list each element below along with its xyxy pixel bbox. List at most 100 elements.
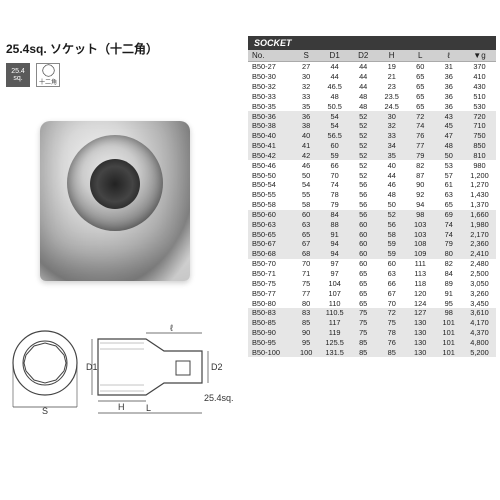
col-header: H (377, 50, 406, 62)
table-cell: 59 (377, 249, 406, 259)
table-cell: 31 (434, 62, 463, 72)
table-cell: 35 (292, 101, 321, 111)
table-cell: 34 (377, 141, 406, 151)
table-cell: 61 (434, 180, 463, 190)
table-cell: 48 (320, 92, 349, 102)
table-cell: 130 (406, 338, 435, 348)
table-cell: 70 (292, 259, 321, 269)
table-row: B50-323246.544236536430 (248, 82, 496, 92)
table-cell: 2,170 (463, 229, 496, 239)
table-cell: 75 (377, 318, 406, 328)
table-cell: 3,260 (463, 288, 496, 298)
table-cell: 65 (349, 279, 378, 289)
table-cell: 111 (406, 259, 435, 269)
table-row: B50-3333484823.56536510 (248, 92, 496, 102)
table-cell: 83 (292, 308, 321, 318)
table-cell: 850 (463, 141, 496, 151)
title-row: 25.4sq. ソケット（十二角） (0, 40, 245, 57)
col-header: No. (248, 50, 292, 62)
table-cell: 50 (434, 151, 463, 161)
table-cell: 60 (349, 259, 378, 269)
table-cell: 75 (292, 279, 321, 289)
table-cell: B50-68 (248, 249, 292, 259)
table-cell: 98 (406, 210, 435, 220)
table-cell: 108 (406, 239, 435, 249)
table-row: B50-606084565298691,660 (248, 210, 496, 220)
table-cell: 56 (349, 210, 378, 220)
table-cell: B50-90 (248, 328, 292, 338)
table-cell: 89 (434, 279, 463, 289)
table-cell: 56 (349, 190, 378, 200)
table-cell: 120 (406, 288, 435, 298)
table-cell: 78 (377, 328, 406, 338)
table-cell: 430 (463, 82, 496, 92)
table-cell: 3,450 (463, 298, 496, 308)
table-cell: 90 (292, 328, 321, 338)
table-cell: 70 (320, 170, 349, 180)
table-cell: 32 (377, 121, 406, 131)
table-cell: 60 (349, 229, 378, 239)
table-cell: 48 (349, 101, 378, 111)
table-cell: 82 (406, 160, 435, 170)
table-cell: 38 (292, 121, 321, 131)
left-panel: 25.4sq. ソケット（十二角） 25.4 sq. 十二角 S (0, 40, 245, 416)
table-cell: 2,410 (463, 249, 496, 259)
table-cell: 60 (292, 210, 321, 220)
table-cell: 46.5 (320, 82, 349, 92)
table-cell: 1,660 (463, 210, 496, 220)
table-cell: 85 (292, 318, 321, 328)
badge-sq-line2: sq. (13, 75, 22, 82)
table-cell: 85 (349, 338, 378, 348)
table-row: B50-6868946059109802,410 (248, 249, 496, 259)
table-cell: 30 (292, 72, 321, 82)
table-cell: 60 (349, 239, 378, 249)
table-cell: 92 (406, 190, 435, 200)
table-cell: 91 (320, 229, 349, 239)
table-cell: 33 (377, 131, 406, 141)
table-cell: 117 (320, 318, 349, 328)
table-row: B50-36365452307243720 (248, 111, 496, 121)
table-cell: 1,270 (463, 180, 496, 190)
table-cell: B50-100 (248, 347, 292, 357)
table-cell: 24.5 (377, 101, 406, 111)
table-cell: 72 (406, 111, 435, 121)
table-cell: 1,370 (463, 200, 496, 210)
table-cell: 87 (406, 170, 435, 180)
table-cell: 85 (349, 347, 378, 357)
table-cell: 2,360 (463, 239, 496, 249)
table-cell: 97 (320, 269, 349, 279)
table-cell: 23 (377, 82, 406, 92)
col-header: D2 (349, 50, 378, 62)
table-cell: 47 (434, 131, 463, 141)
table-cell: B50-63 (248, 220, 292, 230)
table-cell: 63 (292, 220, 321, 230)
table-cell: 78 (320, 190, 349, 200)
dim-sq: 25.4sq. (204, 393, 234, 403)
table-cell: 40 (292, 131, 321, 141)
table-cell: 46 (377, 180, 406, 190)
table-cell: 4,170 (463, 318, 496, 328)
table-cell: 3,050 (463, 279, 496, 289)
table-row: B50-42425952357950810 (248, 151, 496, 161)
table-cell: 4,800 (463, 338, 496, 348)
table-cell: 66 (377, 279, 406, 289)
table-row: B50-404056.552337647750 (248, 131, 496, 141)
table-cell: 130 (406, 347, 435, 357)
table-cell: 130 (406, 318, 435, 328)
table-row: B50-353550.54824.56536530 (248, 101, 496, 111)
table-cell: 720 (463, 111, 496, 121)
table-cell: 44 (320, 62, 349, 72)
table-row: B50-6767946059108792,360 (248, 239, 496, 249)
table-cell: 52 (349, 121, 378, 131)
diagram-front-icon: S (6, 321, 84, 416)
table-cell: 74 (434, 220, 463, 230)
dim-d1: D1 (86, 362, 98, 372)
table-cell: 124 (406, 298, 435, 308)
table-cell: 119 (320, 328, 349, 338)
table-cell: 59 (377, 239, 406, 249)
table-cell: 80 (434, 249, 463, 259)
table-cell: 103 (406, 229, 435, 239)
table-cell: B50-85 (248, 318, 292, 328)
table-cell: B50-83 (248, 308, 292, 318)
dodecagon-icon (42, 64, 55, 77)
